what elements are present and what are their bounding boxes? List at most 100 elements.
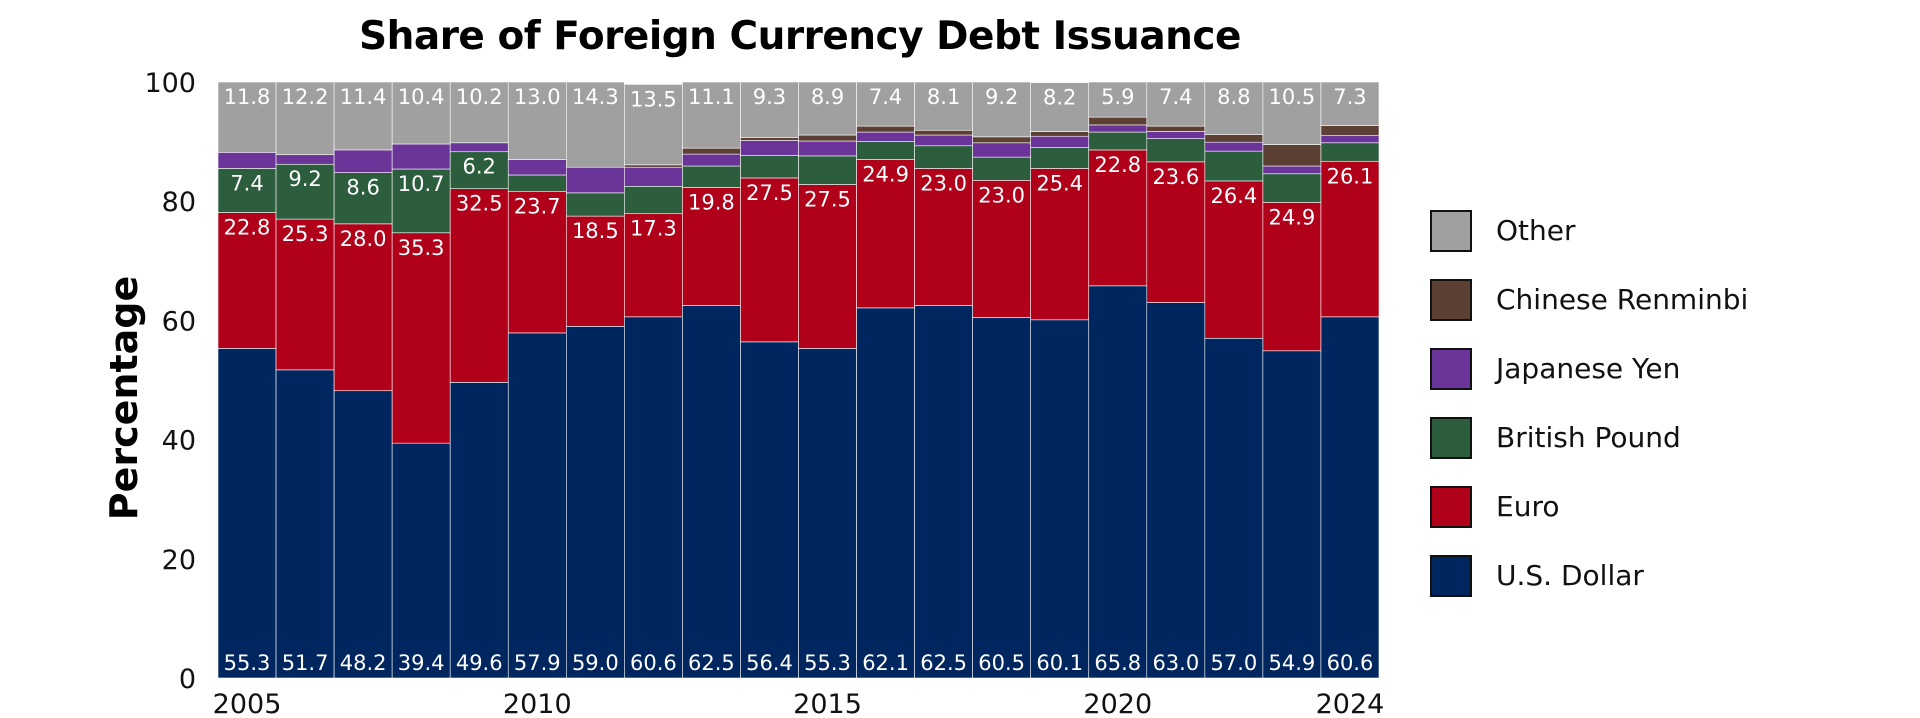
bar-segment-u-s-dollar-2024 xyxy=(1320,316,1380,679)
data-label-other-2019: 8.2 xyxy=(1043,86,1076,110)
bar-segment-u-s-dollar-2005 xyxy=(217,348,277,679)
data-label-u-s-dollar-2017: 62.5 xyxy=(920,651,967,675)
bar-segment-japanese-yen-2005 xyxy=(217,152,277,169)
y-tick-label: 80 xyxy=(162,187,196,218)
data-label-euro-2019: 25.4 xyxy=(1036,171,1083,195)
bar-segment-u-s-dollar-2018 xyxy=(972,317,1032,679)
bar-segment-japanese-yen-2016 xyxy=(856,131,915,142)
bar-segment-british-pound-2022 xyxy=(1204,150,1264,182)
bar-segment-u-s-dollar-2020 xyxy=(1088,285,1148,679)
bar-segment-japanese-yen-2022 xyxy=(1204,141,1264,152)
bar-segment-british-pound-2012 xyxy=(624,186,683,215)
y-tick-label: 100 xyxy=(144,68,196,99)
bar-segment-japanese-yen-2013 xyxy=(682,153,741,167)
data-label-other-2014: 9.3 xyxy=(753,85,786,109)
legend-label: Japanese Yen xyxy=(1496,352,1681,385)
bar-segment-british-pound-2017 xyxy=(914,145,973,169)
bar-segment-u-s-dollar-2022 xyxy=(1204,337,1264,679)
bar-segment-chinese-renminbi-2016 xyxy=(856,125,915,133)
data-label-u-s-dollar-2024: 60.6 xyxy=(1327,651,1374,675)
bar-segment-u-s-dollar-2021 xyxy=(1146,302,1206,679)
bar-segment-japanese-yen-2023 xyxy=(1262,165,1322,175)
bar-segment-british-pound-2014 xyxy=(740,155,799,179)
y-tick-label: 20 xyxy=(162,545,196,576)
bar-segment-chinese-renminbi-2023 xyxy=(1262,144,1322,167)
bar-segment-euro-2009 xyxy=(449,188,509,383)
data-label-u-s-dollar-2020: 65.8 xyxy=(1094,651,1141,675)
y-tick-label: 40 xyxy=(162,426,196,457)
legend-label: U.S. Dollar xyxy=(1496,559,1644,592)
bar-segment-other-2023 xyxy=(1262,81,1322,145)
data-label-u-s-dollar-2011: 59.0 xyxy=(572,651,619,675)
bar-segment-u-s-dollar-2012 xyxy=(624,316,683,679)
data-label-other-2022: 8.8 xyxy=(1217,85,1250,109)
data-label-other-2013: 11.1 xyxy=(688,85,735,109)
bar-segment-chinese-renminbi-2013 xyxy=(682,147,741,155)
bar-segment-euro-2013 xyxy=(682,187,741,306)
legend-swatch xyxy=(1430,347,1472,390)
segment-labels-group: 55.3 22.8 7.4 11.8 51.7 25.3 9.2 12.2 48.2 28.0 8.… xyxy=(224,85,1374,675)
bar-segment-chinese-renminbi-2012 xyxy=(624,164,683,168)
data-label-euro-2013: 19.8 xyxy=(688,190,735,214)
bar-segment-japanese-yen-2020 xyxy=(1088,124,1148,133)
data-label-u-s-dollar-2009: 49.6 xyxy=(456,651,503,675)
data-label-u-s-dollar-2015: 55.3 xyxy=(804,651,851,675)
legend-item-japanese-yen: Japanese Yen xyxy=(1430,334,1748,403)
legend-label: Chinese Renminbi xyxy=(1496,283,1749,316)
data-label-euro-2010: 23.7 xyxy=(514,195,561,219)
legend-swatch xyxy=(1430,416,1472,459)
bar-segment-other-2006 xyxy=(275,81,335,156)
data-label-other-2023: 10.5 xyxy=(1269,85,1316,109)
data-label-other-2021: 7.4 xyxy=(1159,85,1192,109)
legend-item-other: Other xyxy=(1430,196,1748,265)
legend-label: Euro xyxy=(1496,490,1560,523)
bar-segment-other-2024 xyxy=(1320,81,1380,126)
data-label-euro-2023: 24.9 xyxy=(1269,205,1316,229)
bar-segment-japanese-yen-2021 xyxy=(1146,131,1206,139)
chart-title: Share of Foreign Currency Debt Issuance xyxy=(359,14,1241,59)
bar-segment-other-2012 xyxy=(624,84,683,166)
bar-segment-other-2007 xyxy=(333,81,393,151)
bar-segment-japanese-yen-2011 xyxy=(565,166,625,194)
bar-segment-british-pound-2010 xyxy=(507,174,567,192)
bar-segment-japanese-yen-2024 xyxy=(1320,135,1380,144)
data-label-british-pound-2008: 10.7 xyxy=(398,172,445,196)
data-label-british-pound-2006: 9.2 xyxy=(288,167,321,191)
bar-segment-u-s-dollar-2007 xyxy=(333,390,393,679)
data-label-euro-2020: 22.8 xyxy=(1094,153,1141,177)
bar-segment-u-s-dollar-2010 xyxy=(507,332,567,679)
legend-item-u-s-dollar: U.S. Dollar xyxy=(1430,541,1748,610)
data-label-u-s-dollar-2012: 60.6 xyxy=(630,651,677,675)
data-label-euro-2008: 35.3 xyxy=(398,236,445,260)
bar-segment-u-s-dollar-2023 xyxy=(1262,350,1322,679)
bar-segment-chinese-renminbi-2019 xyxy=(1030,131,1090,137)
legend-label: British Pound xyxy=(1496,421,1681,454)
data-label-other-2018: 9.2 xyxy=(985,85,1018,109)
bar-segment-euro-2010 xyxy=(507,191,567,334)
bar-segment-euro-2014 xyxy=(740,177,799,343)
bar-segment-japanese-yen-2018 xyxy=(972,142,1032,158)
bar-segment-chinese-renminbi-2022 xyxy=(1204,134,1264,143)
bar-segment-other-2018 xyxy=(972,81,1032,138)
bar-segment-u-s-dollar-2016 xyxy=(856,307,915,679)
bar-segment-british-pound-2011 xyxy=(565,192,625,217)
bar-segment-other-2005 xyxy=(217,81,277,153)
bar-segment-british-pound-2019 xyxy=(1030,147,1090,169)
bar-segment-u-s-dollar-2015 xyxy=(798,348,857,679)
x-tick-label: 2024 xyxy=(1316,689,1385,718)
legend-swatch xyxy=(1430,278,1472,321)
y-tick-label: 60 xyxy=(162,306,196,337)
data-label-other-2005: 11.8 xyxy=(224,85,271,109)
data-label-euro-2006: 25.3 xyxy=(282,222,329,246)
data-label-u-s-dollar-2005: 55.3 xyxy=(224,651,271,675)
bar-segment-chinese-renminbi-2014 xyxy=(740,137,799,141)
bar-segment-british-pound-2006 xyxy=(275,163,335,220)
x-tick-label: 2010 xyxy=(503,689,572,718)
data-label-british-pound-2005: 7.4 xyxy=(230,171,263,195)
data-label-euro-2022: 26.4 xyxy=(1210,184,1257,208)
bar-segment-british-pound-2008 xyxy=(391,168,451,234)
data-label-other-2012: 13.5 xyxy=(630,87,677,111)
bar-segment-british-pound-2024 xyxy=(1320,142,1380,162)
data-label-euro-2024: 26.1 xyxy=(1327,164,1374,188)
bar-segment-chinese-renminbi-2015 xyxy=(798,134,857,142)
